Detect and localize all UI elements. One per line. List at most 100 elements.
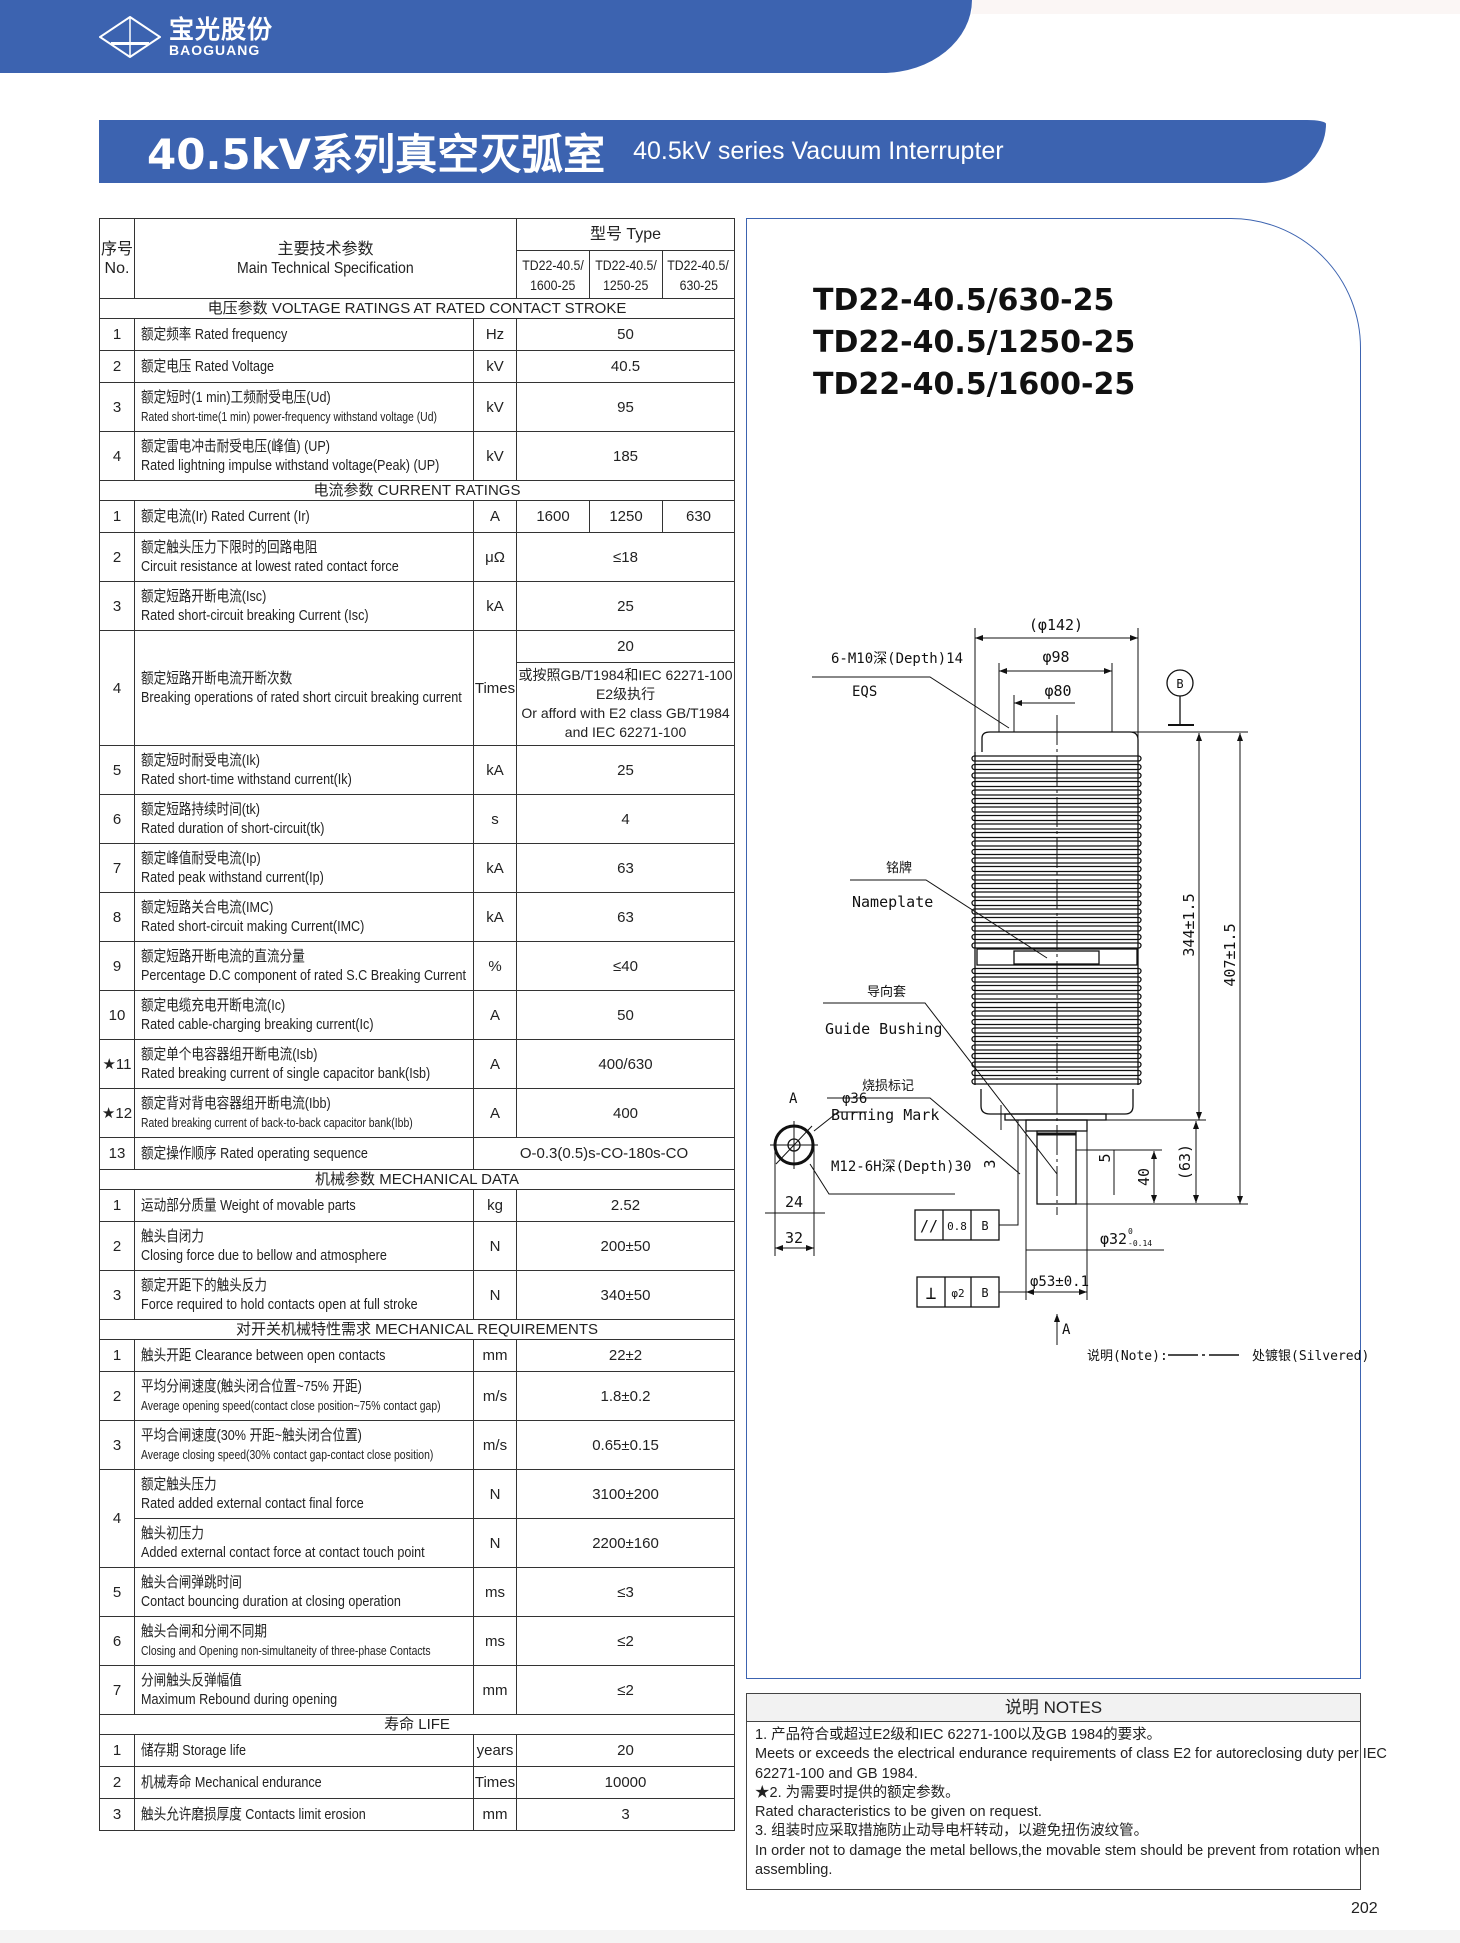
dim-phi98: φ98: [1042, 648, 1069, 666]
value-cell: ≤40: [516, 941, 736, 991]
spec-cn: 分闸触头反弹幅值: [141, 1672, 242, 1689]
header-type-model: TD22-40.5/1600-25: [516, 250, 591, 299]
spec-cn: 触头自闭力: [141, 1228, 205, 1245]
spec-en: Rated short-circuit making Current(IMC): [141, 918, 365, 935]
brand-name-en: BAOGUANG: [169, 41, 261, 58]
table-row: 7 额定峰值耐受电流(Ip) Rated peak withstand curren…: [99, 843, 736, 893]
value-note-line: E2级执行: [595, 686, 656, 702]
note-line: assembling.: [755, 1862, 833, 1879]
bottom-strip: [0, 1930, 1460, 1943]
unit-cell: mm: [472, 1798, 518, 1831]
note-line: 3. 组装时应采取措施防止动导电杆转动，以避免扭伤波纹管。: [755, 1823, 1149, 1840]
dim-phi32: φ32: [1100, 1230, 1127, 1248]
spec-en: Rated short-time(1 min) power-frequency …: [141, 409, 437, 424]
table-row: 4 额定雷电冲击耐受电压(峰值) (UP) Rated lightning impu…: [99, 431, 736, 481]
tolerance-frame-perpendicular: [916, 1276, 1000, 1308]
unit-cell: mm: [472, 1665, 518, 1715]
spec-cell: 额定频率 Rated frequency: [134, 318, 474, 351]
dim-phi142: (φ142): [1029, 616, 1083, 634]
table-row: 6 额定短路持续时间(tk) Rated duration of short-cir…: [99, 794, 736, 844]
note-line: In order not to damage the metal bellows…: [755, 1842, 1380, 1859]
table-row: 3 额定短时(1 min)工频耐受电压(Ud) Rated short-time(1…: [99, 382, 736, 432]
table-header-row: 序号 No. 主要技术参数 Main Technical Specification…: [99, 218, 736, 299]
top-cap: [981, 731, 1139, 752]
spec-cell: 触头开距 Clearance between open contacts: [134, 1339, 474, 1372]
tolerance-symbol: ⊥: [926, 1283, 937, 1304]
value-cell: 2.52: [516, 1189, 736, 1222]
table-row: 9 额定短路开断电流的直流分量 Percentage D.C component o…: [99, 941, 736, 991]
value-cell: 0.65±0.15: [516, 1420, 736, 1470]
spec-cn: 额定短路开断电流(Isc): [141, 588, 267, 605]
type-model-line: TD22-40.5/: [595, 256, 657, 273]
value-cell: 400/630: [516, 1039, 736, 1089]
row-number: 13: [99, 1137, 135, 1170]
nameplate-cn-label: 铭牌: [886, 860, 912, 876]
row-number: 4: [99, 431, 135, 481]
unit-cell: %: [472, 941, 518, 991]
note-line: Rated characteristics to be given on req…: [755, 1804, 1042, 1821]
spec-cell: 额定触头压力下限时的回路电阻 Circuit resistance at lowe…: [134, 532, 474, 582]
table-row: 3 额定开距下的触头反力 Force required to hold contac…: [99, 1270, 736, 1320]
spec-cn: 平均合闸速度(30% 开距~触头闭合位置): [141, 1427, 362, 1444]
spec-cn: 额定短时(1 min)工频耐受电压(Ud): [141, 389, 331, 406]
row-number: ★11: [99, 1039, 135, 1089]
section-header: 寿命 LIFE: [98, 1714, 736, 1735]
spec-en: Rated lightning impulse withstand voltag…: [141, 457, 440, 474]
unit-cell: kA: [472, 745, 518, 795]
spec-en: Rated cable-charging breaking current(Ic…: [141, 1016, 374, 1033]
spec-cn: 储存期 Storage life: [141, 1742, 247, 1759]
notes-box: 说明 NOTES 1. 产品符合或超过E2级和IEC 62271-100以及GB…: [746, 1693, 1387, 1890]
spec-en: Rated breaking current of back-to-back c…: [141, 1115, 413, 1130]
tolerance-datum: B: [981, 1219, 988, 1233]
spec-en: Rated added external contact final force: [141, 1495, 364, 1512]
value-cell: 630: [662, 500, 736, 533]
table-row: 7 分闸触头反弹幅值 Maximum Rebound during opening m…: [99, 1665, 736, 1715]
page-number: 202: [1351, 1900, 1378, 1917]
table-row: 3 平均合闸速度(30% 开距~触头闭合位置) Average closing sp…: [99, 1420, 736, 1470]
view-a-label: A: [1062, 1322, 1071, 1338]
spec-cell: 机械寿命 Mechanical endurance: [134, 1766, 474, 1799]
spec-cell: 额定雷电冲击耐受电压(峰值) (UP) Rated lightning impul…: [134, 431, 474, 481]
spec-cell: 运动部分质量 Weight of movable parts: [134, 1189, 474, 1222]
row-number: 3: [99, 1798, 135, 1831]
dim-40: 40: [1135, 1168, 1153, 1186]
spec-cell: 触头允许磨损厚度 Contacts limit erosion: [134, 1798, 474, 1831]
unit-cell: mm: [472, 1339, 518, 1372]
value-cell: 4: [516, 794, 736, 844]
spec-cell: 额定触头压力 Rated added external contact final…: [134, 1469, 474, 1519]
section-header: 电压参数 VOLTAGE RATINGS AT RATED CONTACT ST…: [98, 298, 736, 319]
table-row: 5 触头合闸弹跳时间 Contact bouncing duration at cl…: [99, 1567, 736, 1617]
table-row: ★12 额定背对背电容器组开断电流(Ibb) Rated breaking curr…: [99, 1088, 736, 1138]
top-right-strip: [972, 0, 1460, 14]
value-cell: 63: [516, 843, 736, 893]
eqs-label: EQS: [852, 684, 877, 700]
row-number: ★12: [99, 1088, 135, 1138]
header-spec: 主要技术参数 Main Technical Specification: [133, 218, 518, 299]
tolerance-value: 0.8: [947, 1220, 967, 1233]
spec-cn: 额定电压 Rated Voltage: [141, 358, 275, 375]
header-no: 序号 No.: [99, 218, 135, 299]
spec-en: Rated duration of short-circuit(tk): [141, 820, 325, 837]
spec-cn: 额定短路关合电流(IMC): [141, 899, 274, 916]
spec-cn: 平均分闸速度(触头闭合位置~75% 开距): [141, 1378, 362, 1395]
dim-3: 3: [981, 1159, 999, 1168]
note-line: Meets or exceeds the electrical enduranc…: [755, 1746, 1387, 1763]
tolerance-datum: B: [981, 1286, 988, 1300]
table-row: 3 触头允许磨损厚度 Contacts limit erosion mm 3: [99, 1798, 736, 1831]
unit-cell: N: [472, 1221, 518, 1271]
thread-top-label: 6-M10深(Depth)14: [831, 651, 963, 667]
spec-cell: 额定操作顺序 Rated operating sequence: [134, 1137, 474, 1170]
value-cell: O-0.3(0.5)s-CO-180s-CO: [472, 1137, 736, 1170]
row-number: 2: [99, 350, 135, 383]
unit-cell: Hz: [472, 318, 518, 351]
spec-cell: 额定峰值耐受电流(Ip) Rated peak withstand current…: [134, 843, 474, 893]
unit-cell: N: [472, 1270, 518, 1320]
unit-cell: N: [472, 1518, 518, 1568]
value-cell: 50: [516, 318, 736, 351]
table-row: 2 额定触头压力下限时的回路电阻 Circuit resistance at low…: [99, 532, 736, 582]
unit-cell: kV: [472, 382, 518, 432]
section-a-label: A: [789, 1091, 798, 1107]
note-line: 62271-100 and GB 1984.: [755, 1765, 918, 1782]
value-cell: 20: [516, 630, 736, 663]
value-note-line: Or afford with E2 class GB/T1984: [521, 705, 730, 721]
